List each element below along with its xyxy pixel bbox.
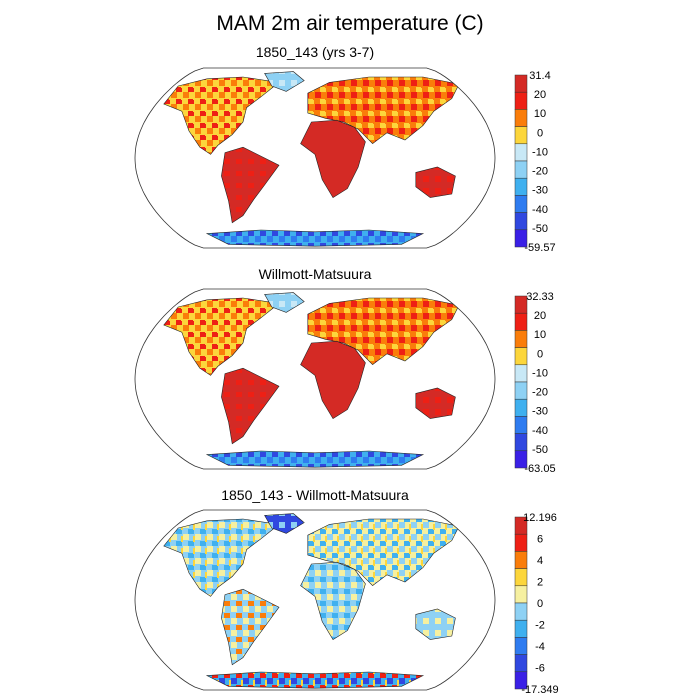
antarctica-land-3 — [205, 671, 425, 689]
colorbar-2-label-5: -10 — [532, 367, 548, 379]
africa-land-1 — [300, 119, 366, 199]
colorbar-2-label-10: -63.05 — [524, 463, 555, 475]
colorbar-1-box-3 — [514, 109, 528, 127]
panel-title-1: 1850_143 (yrs 3-7) — [255, 44, 375, 60]
colorbar-1-box-2 — [514, 91, 528, 110]
colorbar-3-box-8 — [514, 637, 528, 655]
colorbar-2-label-8: -40 — [532, 425, 548, 437]
map-3 — [134, 509, 496, 691]
colorbar-1-box-7 — [514, 177, 528, 196]
colorbar-1-label-6: -20 — [532, 166, 548, 178]
colorbar-2-box-2 — [514, 312, 528, 331]
map-2 — [134, 288, 496, 470]
colorbar-1-label-2: 20 — [534, 89, 546, 101]
colorbar-3-label-7: -4 — [535, 641, 545, 653]
colorbar-1-label-9: -50 — [532, 223, 548, 235]
colorbar-1-label-7: -30 — [532, 185, 548, 197]
colorbar-3-label-6: -2 — [535, 620, 545, 632]
colorbar-1-box-9 — [514, 212, 528, 231]
colorbar-3-label-8: -6 — [535, 663, 545, 675]
greenland-land-3 — [264, 513, 305, 534]
colorbar-3-box-2 — [514, 533, 528, 552]
colorbar-3-box-10 — [514, 671, 528, 690]
australia-land-3 — [415, 608, 456, 640]
south-america-land-1 — [221, 146, 280, 224]
colorbar-3-label-1: 12.196 — [523, 512, 557, 524]
colorbar-2-box-10 — [514, 450, 528, 469]
colorbar-2-box-9 — [514, 433, 528, 452]
north-america-land-1 — [163, 76, 280, 155]
map-1 — [134, 67, 496, 249]
colorbar-3-label-2: 6 — [537, 534, 543, 546]
colorbar-3-box-7 — [514, 619, 528, 638]
colorbar-1-box-1 — [514, 74, 528, 93]
colorbar-3-label-5: 0 — [537, 598, 543, 610]
colorbar-2-box-3 — [514, 330, 528, 348]
colorbar-3-label-9: -17.349 — [521, 684, 558, 696]
colorbar-3-box-5 — [514, 585, 528, 604]
greenland-land-1 — [264, 71, 305, 92]
colorbar-1-box-5 — [514, 143, 528, 162]
colorbar-2-box-6 — [514, 381, 528, 400]
colorbar-3-box-4 — [514, 568, 528, 587]
colorbar-2-label-9: -50 — [532, 444, 548, 456]
colorbar-1-label-10: -59.57 — [524, 242, 555, 254]
colorbar-2-box-5 — [514, 364, 528, 383]
north-america-land-3 — [163, 518, 280, 597]
greenland-land-2 — [264, 292, 305, 313]
colorbar-1-label-3: 10 — [534, 108, 546, 120]
colorbar-1-label-8: -40 — [532, 204, 548, 216]
africa-land-2 — [300, 340, 366, 420]
panel-title-2: Willmott-Matsuura — [258, 266, 372, 282]
figure-title: MAM 2m air temperature (C) — [216, 12, 484, 35]
colorbar-1-label-5: -10 — [532, 146, 548, 158]
south-america-land-3 — [221, 588, 280, 666]
colorbar-2-label-6: -20 — [532, 387, 548, 399]
antarctica-land-1 — [205, 229, 425, 247]
colorbar-3-label-4: 2 — [537, 577, 543, 589]
colorbar-2-label-1: 32.33 — [526, 291, 554, 303]
colorbar-1-label-4: 0 — [537, 127, 543, 139]
colorbar-2-label-2: 20 — [534, 310, 546, 322]
antarctica-land-2 — [205, 450, 425, 468]
colorbar-2-label-4: 0 — [537, 348, 543, 360]
colorbar-2-label-7: -30 — [532, 406, 548, 418]
colorbar-1-box-10 — [514, 229, 528, 248]
map-outline-3 — [134, 509, 496, 691]
panel-title-3: 1850_143 - Willmott-Matsuura — [221, 487, 409, 503]
colorbar-3-box-3 — [514, 551, 528, 569]
colorbar-1-box-6 — [514, 160, 528, 179]
colorbar-2-box-8 — [514, 416, 528, 434]
colorbar-3-box-9 — [514, 654, 528, 673]
colorbar-2-box-7 — [514, 398, 528, 417]
colorbar-1-box-4 — [514, 126, 528, 145]
map-outline-1 — [134, 67, 496, 249]
colorbar-1-label-1: 31.4 — [529, 70, 550, 82]
colorbar-2: 32.33 20 10 0 -10 -20 -30 -40 -50 -63.05 — [514, 291, 556, 475]
south-america-land-2 — [221, 367, 280, 445]
map-outline-2 — [134, 288, 496, 470]
colorbar-3-label-3: 4 — [537, 555, 543, 567]
africa-land-3 — [300, 561, 366, 641]
colorbar-2-box-1 — [514, 295, 528, 314]
colorbar-3: 12.196 6 4 2 0 -2 -4 -6 -17.349 — [514, 512, 559, 696]
colorbar-2-box-4 — [514, 347, 528, 366]
north-america-land-2 — [163, 297, 280, 376]
colorbar-3-box-6 — [514, 602, 528, 621]
australia-land-2 — [415, 387, 456, 419]
colorbar-1: 31.4 20 10 0 -10 -20 -30 -40 -50 -59.57 — [514, 70, 556, 254]
colorbar-1-box-8 — [514, 195, 528, 213]
colorbar-2-label-3: 10 — [534, 329, 546, 341]
australia-land-1 — [415, 166, 456, 198]
